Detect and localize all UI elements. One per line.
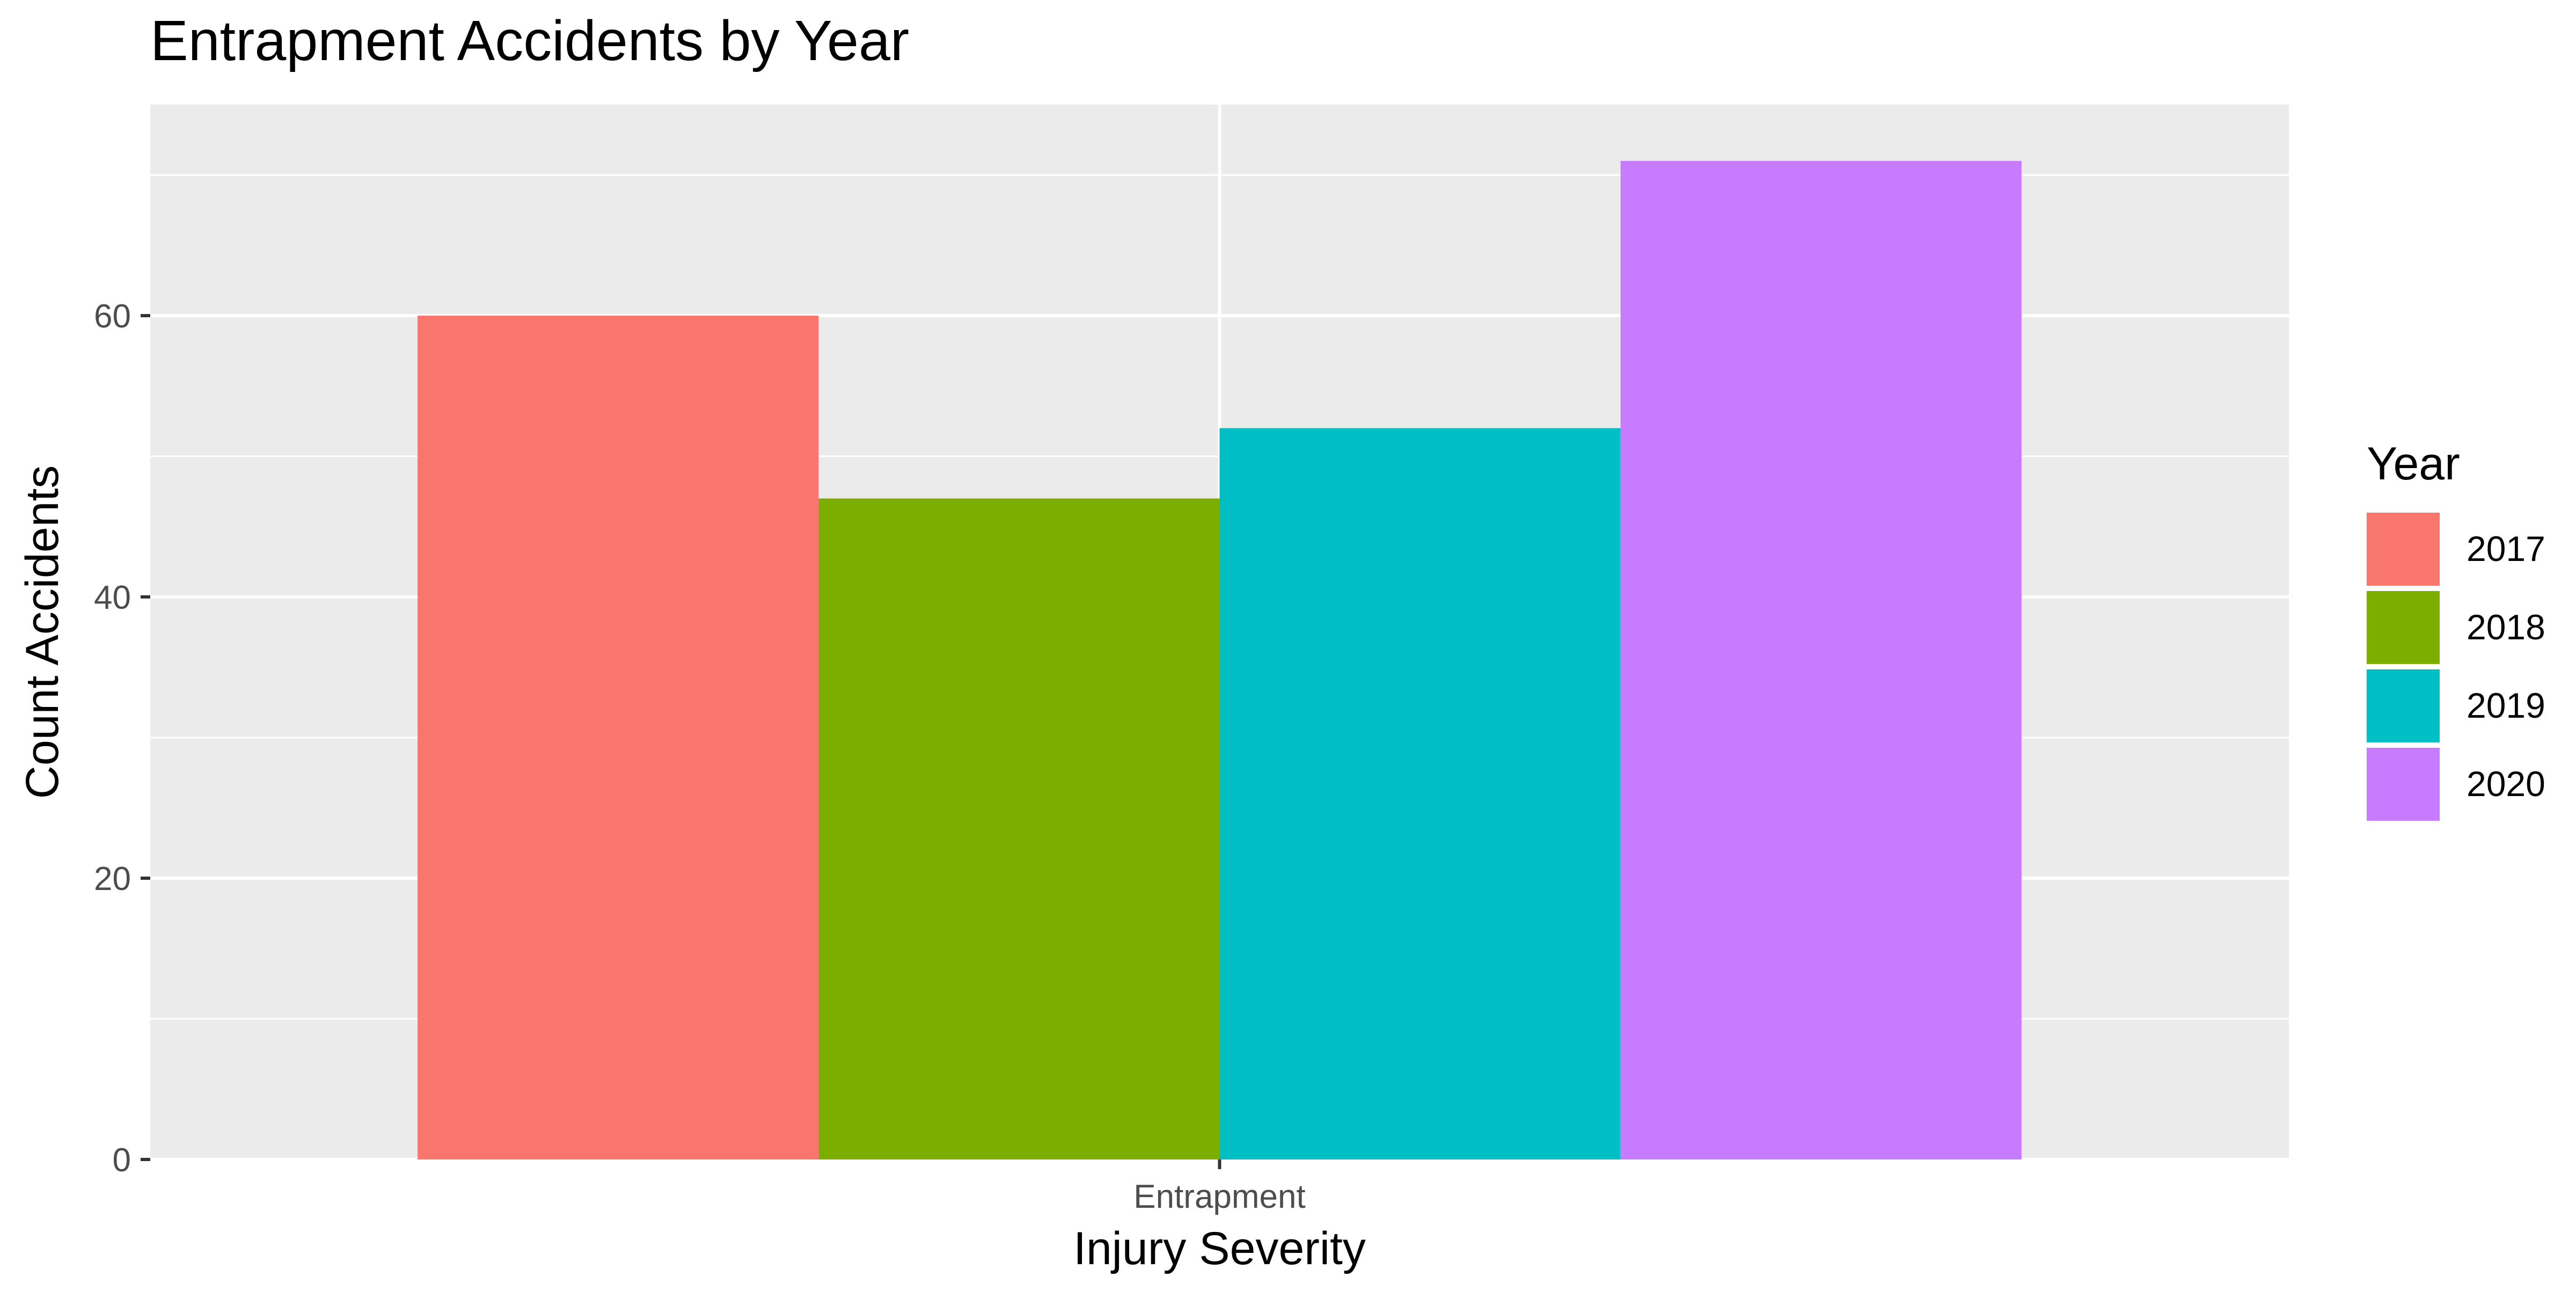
legend-label: 2017	[2467, 529, 2545, 568]
bar-2018	[818, 498, 1220, 1159]
bar-2019	[1219, 428, 1621, 1159]
bar-2020	[1620, 161, 2022, 1159]
legend-key-2019	[2367, 669, 2440, 742]
x-tick-label: Entrapment	[1133, 1178, 1306, 1215]
legend-label: 2018	[2467, 607, 2545, 647]
x-axis-label: Injury Severity	[1073, 1223, 1366, 1274]
legend-item-2020: 2020	[2367, 748, 2545, 821]
legend-key-2017	[2367, 513, 2440, 586]
legend-key-2018	[2367, 591, 2440, 664]
y-tick-label: 40	[94, 579, 131, 616]
chart-title: Entrapment Accidents by Year	[150, 9, 909, 72]
y-axis-label: Count Accidents	[17, 465, 68, 799]
legend-label: 2020	[2467, 764, 2545, 804]
legend-item-2018: 2018	[2367, 591, 2545, 664]
y-tick-label: 20	[94, 860, 131, 898]
legend-item-2019: 2019	[2367, 669, 2545, 742]
y-tick-label: 0	[113, 1142, 131, 1179]
legend-label: 2019	[2467, 685, 2545, 725]
bar-2017	[418, 316, 819, 1159]
legend-key-2020	[2367, 748, 2440, 821]
y-tick-label: 60	[94, 298, 131, 335]
legend-title: Year	[2367, 438, 2460, 490]
legend-item-2017: 2017	[2367, 513, 2545, 586]
